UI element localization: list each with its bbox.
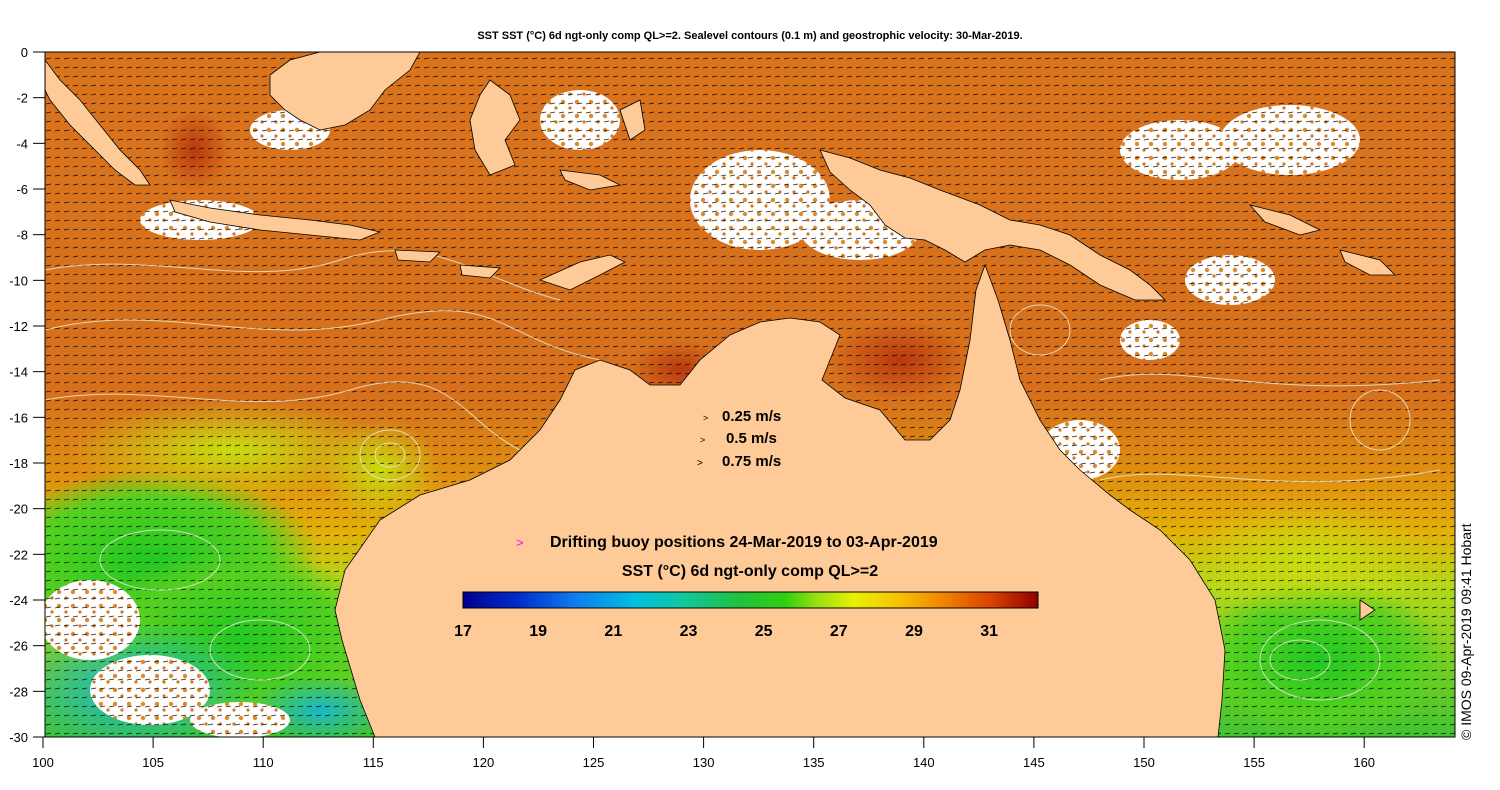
x-tick-label: 115 xyxy=(363,755,384,770)
y-tick-label: -24 xyxy=(9,593,28,608)
x-tick-label: 110 xyxy=(253,755,274,770)
sulawesi xyxy=(469,79,521,176)
colorbar-tick-label: 19 xyxy=(529,623,547,640)
x-tick-label: 120 xyxy=(473,755,495,770)
velocity-legend: > 0.25 m/s > 0.5 m/s > 0.75 m/s xyxy=(697,408,781,470)
y-axis: 0 -2 -4 -6 -8 -10 -12 -14 -16 -18 -20 -22 -24 -26 -28 -… xyxy=(9,45,45,745)
colorbar-tick-label: 17 xyxy=(454,623,472,640)
colorbar-tick-label: 31 xyxy=(980,623,998,640)
colorbar-tick-label: 25 xyxy=(755,623,773,640)
y-tick-label: -22 xyxy=(9,547,28,562)
y-tick-label: -18 xyxy=(9,456,28,471)
plot-frame xyxy=(44,51,1456,738)
y-tick-label: -14 xyxy=(9,365,28,380)
velocity-legend-label: 0.25 m/s xyxy=(722,408,781,425)
y-tick-label: -8 xyxy=(16,228,28,243)
x-axis: 100 105 110 115 120 125 130 135 140 145 150 155 160 xyxy=(32,737,1375,770)
y-tick-label: -26 xyxy=(9,639,28,654)
velocity-legend-symbol: > xyxy=(697,458,703,469)
y-tick-label: -10 xyxy=(9,273,28,288)
land xyxy=(45,52,1396,737)
x-tick-label: 125 xyxy=(583,755,605,770)
velocity-legend-label: 0.75 m/s xyxy=(722,453,781,470)
buoy-legend: > Drifting buoy positions 24-Mar-2019 to… xyxy=(516,534,938,551)
x-tick-label: 130 xyxy=(693,755,715,770)
y-tick-label: -6 xyxy=(16,182,28,197)
sumatra xyxy=(45,59,151,186)
velocity-legend-label: 0.5 m/s xyxy=(726,430,777,447)
credit-text: © IMOS 09-Apr-2019 09:41 Hobart xyxy=(1458,523,1474,740)
colorbar-tick-label: 29 xyxy=(905,623,923,640)
velocity-legend-symbol: > xyxy=(703,413,708,423)
x-tick-label: 150 xyxy=(1133,755,1155,770)
velocity-legend-symbol: > xyxy=(700,435,705,445)
x-tick-label: 160 xyxy=(1353,755,1375,770)
sealevel-contours xyxy=(45,250,1441,701)
australia xyxy=(334,263,1226,737)
y-tick-label: -28 xyxy=(9,684,28,699)
y-tick-label: -16 xyxy=(9,410,28,425)
buoy-legend-symbol: > xyxy=(516,535,524,550)
colorbar-tick-label: 23 xyxy=(680,623,698,640)
y-tick-label: -4 xyxy=(16,136,28,151)
timor xyxy=(538,254,626,291)
y-tick-label: 0 xyxy=(21,45,28,60)
colorbar-tick-label: 21 xyxy=(604,623,622,640)
colorbar-ticks: 17 19 21 23 25 27 29 31 xyxy=(454,623,998,640)
new-guinea xyxy=(819,149,1166,301)
y-tick-label: -2 xyxy=(16,91,28,106)
plot-area xyxy=(45,52,1455,737)
x-tick-label: 140 xyxy=(913,755,935,770)
x-tick-label: 145 xyxy=(1023,755,1045,770)
buoy-legend-label: Drifting buoy positions 24-Mar-2019 to 0… xyxy=(550,534,938,551)
x-tick-label: 155 xyxy=(1243,755,1265,770)
x-tick-label: 135 xyxy=(803,755,825,770)
colorbar-tick-label: 27 xyxy=(830,623,848,640)
x-tick-label: 100 xyxy=(32,755,54,770)
map-title: SST SST (°C) 6d ngt-only comp QL>=2. Sea… xyxy=(477,30,1023,42)
y-tick-label: -12 xyxy=(9,319,28,334)
y-tick-label: -20 xyxy=(9,502,28,517)
y-tick-label: -30 xyxy=(9,730,28,745)
colorbar-title: SST (°C) 6d ngt-only comp QL>=2 xyxy=(622,563,878,580)
colorbar: SST (°C) 6d ngt-only comp QL>=2 17 19 21 23… xyxy=(454,563,1039,640)
x-tick-label: 105 xyxy=(142,755,164,770)
borneo xyxy=(269,52,421,131)
java xyxy=(169,199,382,241)
colorbar-scale xyxy=(462,591,1039,609)
